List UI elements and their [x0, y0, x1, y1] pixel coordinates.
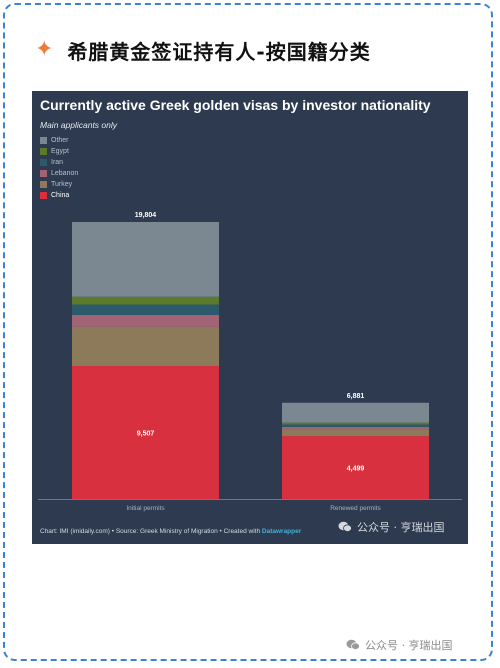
legend-swatch-other	[40, 137, 47, 144]
page-watermark: 公众号 · 亨瑞出国	[346, 637, 453, 653]
legend-swatch-lebanon	[40, 170, 47, 177]
bar-segment-other-2	[282, 402, 429, 423]
bar-segment-iran-2	[282, 424, 429, 427]
x-tick-label-2: Renewed permits	[330, 505, 381, 512]
x-tick-label-1: Initial permits	[126, 505, 165, 512]
sparkle-icon: ✦	[35, 37, 54, 62]
legend-item-iran: Iran	[40, 157, 78, 168]
legend-label-iran: Iran	[51, 159, 64, 166]
chart-watermark: 公众号 · 亨瑞出国	[338, 519, 445, 535]
bar-segment-china-1	[72, 366, 219, 499]
legend-label-other: Other	[51, 137, 69, 144]
legend-item-lebanon: Lebanon	[40, 168, 78, 179]
total-label-2: 6,881	[347, 393, 365, 400]
data-label-china-2: 4,499	[347, 466, 365, 473]
bar-segment-turkey-1	[72, 326, 219, 367]
chart-legend: Other Egypt Iran Lebanon Turkey China	[40, 135, 78, 201]
legend-swatch-turkey	[40, 181, 47, 188]
post-heading: ✦ 希腊黄金签证持有人-按国籍分类	[35, 33, 371, 67]
content-card: ✦ 希腊黄金签证持有人-按国籍分类	[3, 3, 493, 661]
chart-subtitle: Main applicants only	[40, 120, 118, 130]
bar-segment-lebanon-1	[72, 314, 219, 327]
bar-segment-iran-1	[72, 304, 219, 315]
bar-segment-china-2	[282, 436, 429, 499]
legend-item-egypt: Egypt	[40, 146, 78, 157]
post-title: 希腊黄金签证持有人-按国籍分类	[67, 39, 371, 64]
datawrapper-link[interactable]: Datawrapper	[261, 528, 302, 535]
legend-item-turkey: Turkey	[40, 179, 78, 190]
bar-segment-other-1	[72, 222, 219, 297]
legend-label-lebanon: Lebanon	[51, 170, 79, 177]
bar-segment-lebanon-2	[282, 426, 429, 430]
watermark-text: 公众号 · 亨瑞出国	[357, 521, 445, 534]
legend-item-china: China	[40, 190, 78, 201]
legend-item-other: Other	[40, 135, 78, 146]
wechat-icon	[346, 639, 360, 650]
watermark-text: 公众号 · 亨瑞出国	[365, 639, 453, 652]
stacked-bar-chart: 19,804 9,507 Initial permits 6,881 4,499 Rene…	[38, 212, 462, 512]
bar-segment-egypt-2	[282, 422, 429, 425]
legend-swatch-china	[40, 192, 47, 199]
total-label-1: 19,804	[135, 212, 157, 219]
wechat-icon	[338, 521, 352, 532]
legend-label-china: China	[51, 192, 70, 199]
footer-source: Chart: IMI (imidaily.com) • Source: Gree…	[40, 528, 261, 535]
bar-segment-egypt-1	[72, 296, 219, 305]
chart-image: 19,804 9,507 Initial permits 6,881 4,499 Rene…	[32, 91, 468, 544]
chart-title: Currently active Greek golden visas by i…	[40, 97, 431, 113]
bar-segment-turkey-2	[282, 429, 429, 437]
data-label-china-1: 9,507	[137, 431, 155, 438]
legend-swatch-iran	[40, 159, 47, 166]
chart-footer: Chart: IMI (imidaily.com) • Source: Gree…	[40, 528, 301, 535]
legend-swatch-egypt	[40, 148, 47, 155]
legend-label-egypt: Egypt	[51, 148, 69, 155]
legend-label-turkey: Turkey	[51, 181, 73, 188]
